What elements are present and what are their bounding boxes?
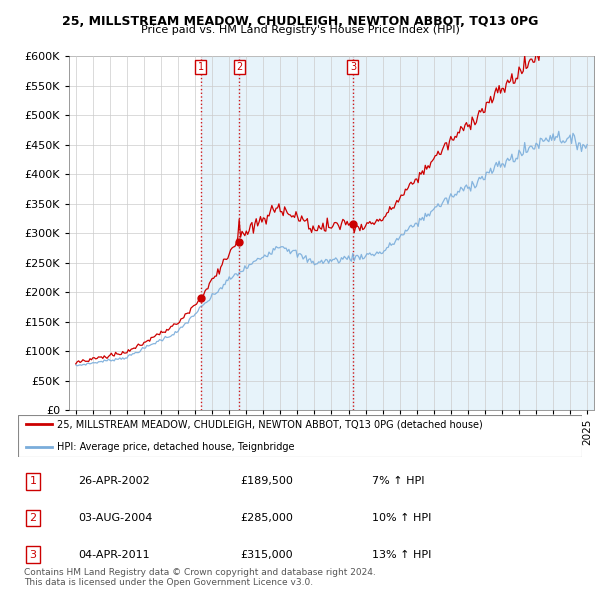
Text: Contains HM Land Registry data © Crown copyright and database right 2024.
This d: Contains HM Land Registry data © Crown c… — [24, 568, 376, 587]
Text: £315,000: £315,000 — [240, 550, 293, 559]
Text: 25, MILLSTREAM MEADOW, CHUDLEIGH, NEWTON ABBOT, TQ13 0PG: 25, MILLSTREAM MEADOW, CHUDLEIGH, NEWTON… — [62, 15, 538, 28]
Text: 25, MILLSTREAM MEADOW, CHUDLEIGH, NEWTON ABBOT, TQ13 0PG (detached house): 25, MILLSTREAM MEADOW, CHUDLEIGH, NEWTON… — [58, 419, 483, 429]
FancyBboxPatch shape — [18, 415, 582, 457]
Text: £285,000: £285,000 — [240, 513, 293, 523]
Text: 10% ↑ HPI: 10% ↑ HPI — [372, 513, 431, 523]
Text: 13% ↑ HPI: 13% ↑ HPI — [372, 550, 431, 559]
Text: 04-APR-2011: 04-APR-2011 — [78, 550, 149, 559]
Bar — [200, 56, 239, 410]
Text: 7% ↑ HPI: 7% ↑ HPI — [372, 477, 425, 486]
Text: £189,500: £189,500 — [240, 477, 293, 486]
Text: 1: 1 — [197, 62, 203, 72]
Text: HPI: Average price, detached house, Teignbridge: HPI: Average price, detached house, Teig… — [58, 442, 295, 451]
Text: 3: 3 — [29, 550, 37, 559]
Text: 1: 1 — [29, 477, 37, 486]
Bar — [239, 56, 353, 410]
Text: 3: 3 — [350, 62, 356, 72]
Bar — [353, 56, 594, 410]
Text: Price paid vs. HM Land Registry's House Price Index (HPI): Price paid vs. HM Land Registry's House … — [140, 25, 460, 35]
Text: 03-AUG-2004: 03-AUG-2004 — [78, 513, 152, 523]
Text: 2: 2 — [29, 513, 37, 523]
Text: 2: 2 — [236, 62, 242, 72]
Text: 26-APR-2002: 26-APR-2002 — [78, 477, 150, 486]
